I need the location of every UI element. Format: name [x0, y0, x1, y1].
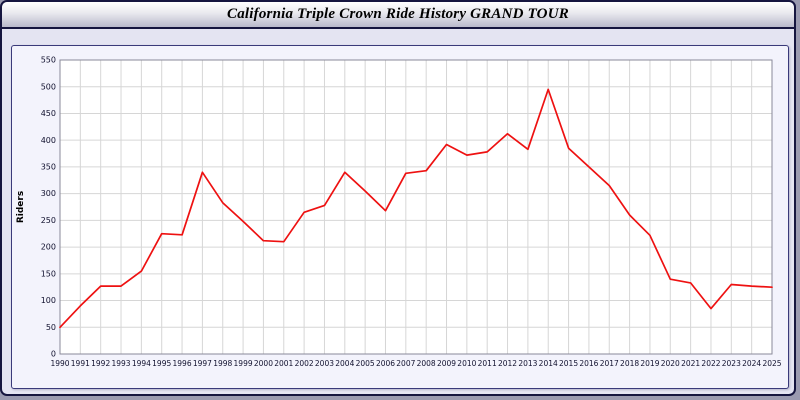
riders-series-line — [59, 88, 773, 329]
x-tick-label: 1998 — [213, 359, 232, 368]
x-tick-label: 2025 — [762, 359, 781, 368]
x-tick-label: 2002 — [295, 359, 314, 368]
x-tick-label: 2013 — [518, 359, 537, 368]
x-tick-label: 2008 — [417, 359, 436, 368]
x-tick-label: 2005 — [356, 359, 375, 368]
x-tick-label: 2016 — [579, 359, 598, 368]
y-tick-label: 50 — [46, 323, 56, 332]
y-tick-label: 150 — [41, 269, 56, 278]
x-tick-label: 1996 — [173, 359, 192, 368]
plot-border — [59, 59, 773, 355]
x-tick-label: 2004 — [335, 359, 354, 368]
x-tick-label: 2017 — [600, 359, 619, 368]
y-tick-label: 400 — [41, 136, 56, 145]
x-tick-label: 2019 — [640, 359, 659, 368]
y-tick-label: 500 — [41, 82, 56, 91]
x-tick-label: 2009 — [437, 359, 456, 368]
x-tick-label: 1992 — [91, 359, 110, 368]
y-tick-label: 350 — [41, 163, 56, 172]
x-tick-label: 2018 — [620, 359, 639, 368]
x-tick-label: 1995 — [152, 359, 171, 368]
y-tick-label: 100 — [41, 296, 56, 305]
x-tick-label: 1993 — [111, 359, 130, 368]
x-tick-label: 2007 — [396, 359, 415, 368]
y-tick-label: 200 — [41, 243, 56, 252]
y-tick-label: 250 — [41, 216, 56, 225]
x-tick-label: 2012 — [498, 359, 517, 368]
chart-panel: 0 50 100 150 200 250 300 350 400 450 500 550 1990 199… — [11, 45, 789, 389]
y-tick-label: 0 — [51, 350, 56, 359]
y-tick-label: 550 — [41, 56, 56, 65]
x-tick-label: 2006 — [376, 359, 395, 368]
x-tick-label: 2015 — [559, 359, 578, 368]
x-tick-label: 2014 — [539, 359, 558, 368]
x-tick-label: 2021 — [681, 359, 700, 368]
x-tick-label: 1994 — [132, 359, 151, 368]
y-axis-label: Riders — [16, 191, 26, 223]
x-tick-label: 1997 — [193, 359, 212, 368]
page-title: California Triple Crown Ride History GRA… — [227, 6, 569, 22]
plot-area — [60, 60, 772, 354]
x-tick-label: 2001 — [274, 359, 293, 368]
x-tick-label: 1999 — [234, 359, 253, 368]
x-tick-label: 2010 — [457, 359, 476, 368]
y-tick-label: 300 — [41, 189, 56, 198]
x-tick-label: 1991 — [71, 359, 90, 368]
x-tick-label: 2020 — [661, 359, 680, 368]
x-tick-label: 2003 — [315, 359, 334, 368]
x-tick-label: 2011 — [478, 359, 497, 368]
x-tick-label: 2000 — [254, 359, 273, 368]
x-tick-label: 2022 — [701, 359, 720, 368]
x-tick-label: 2023 — [722, 359, 741, 368]
x-tick-label: 1990 — [50, 359, 69, 368]
title-bar: California Triple Crown Ride History GRA… — [2, 2, 794, 29]
x-tick-label: 2024 — [742, 359, 761, 368]
y-tick-label: 450 — [41, 109, 56, 118]
